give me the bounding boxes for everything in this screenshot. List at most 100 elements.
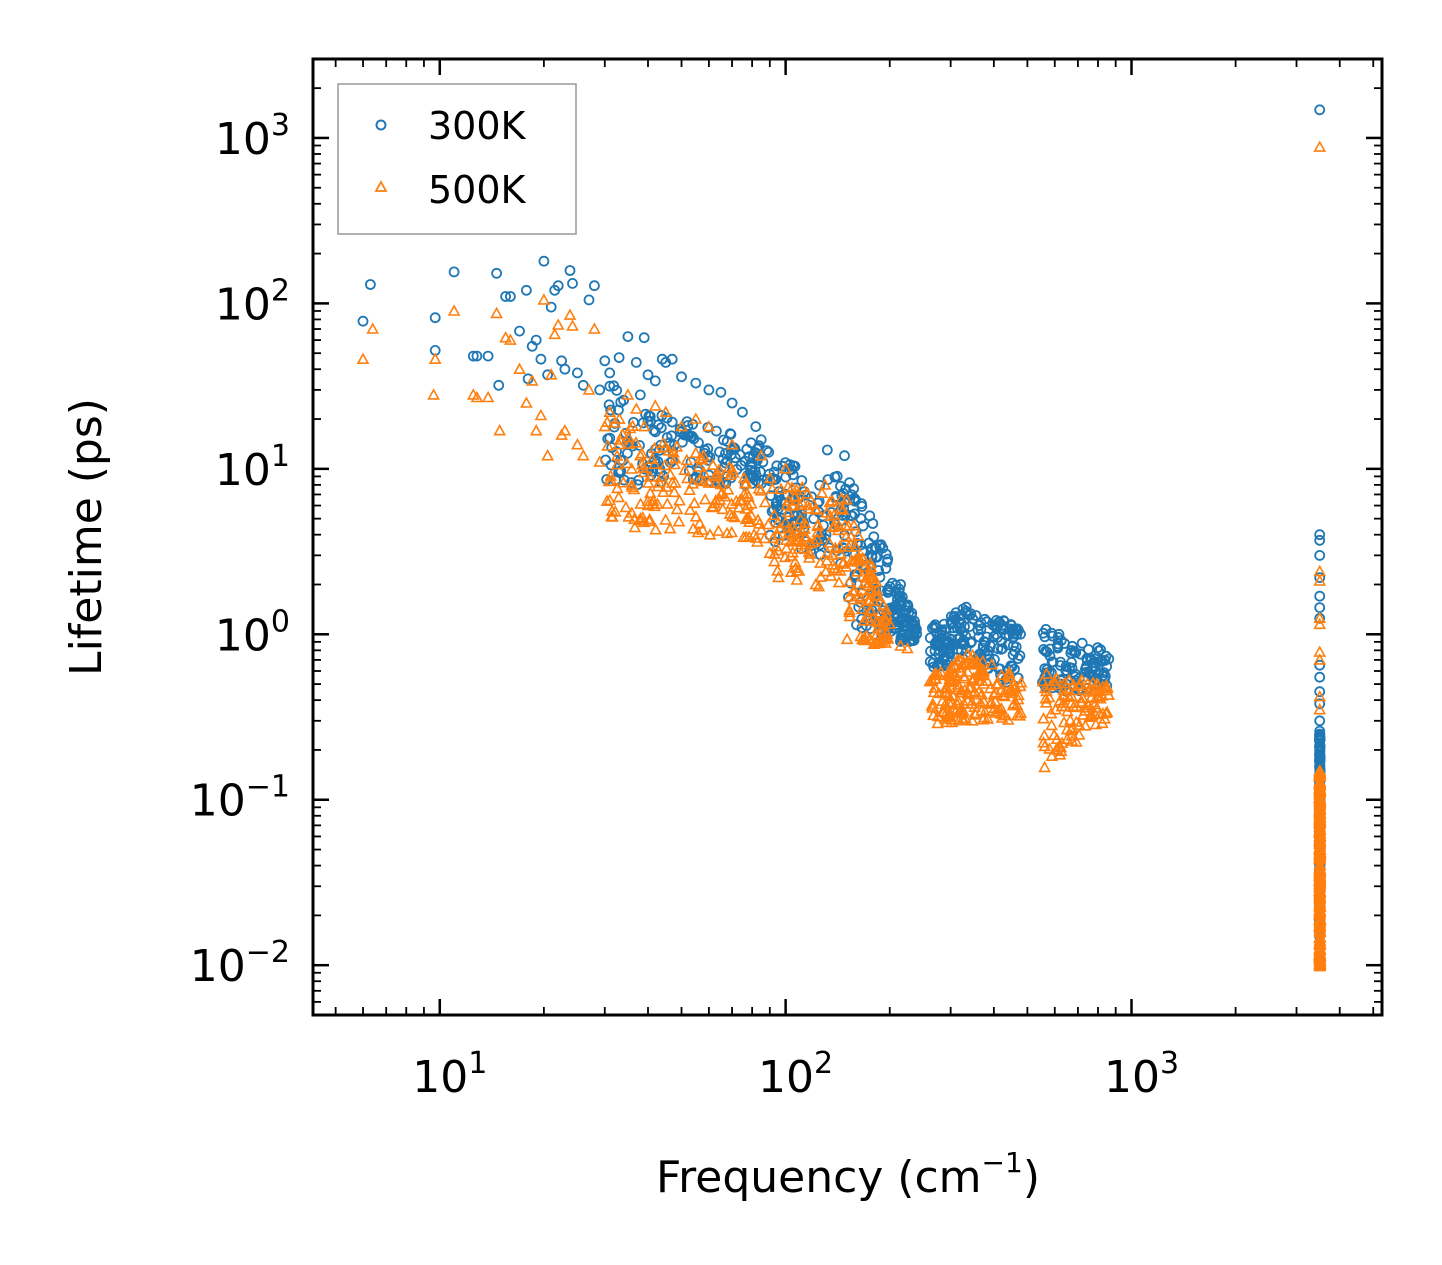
- point-500k-895: [1313, 877, 1327, 889]
- point-300k-588: [963, 610, 975, 621]
- point-500k-79: [693, 472, 707, 485]
- point-300k-1007: [572, 367, 583, 379]
- point-300k-426: [911, 628, 923, 640]
- point-500k-898: [1313, 764, 1326, 776]
- point-500k-594: [1044, 679, 1058, 691]
- point-500k-314: [883, 617, 897, 629]
- point-500k-536: [970, 692, 984, 705]
- point-500k-296: [876, 598, 890, 611]
- point-500k-133: [698, 492, 712, 505]
- point-500k-271: [807, 497, 821, 510]
- point-500k-331: [843, 605, 856, 618]
- point-500k-266: [779, 533, 793, 546]
- point-500k-127: [754, 484, 768, 496]
- point-500k-641: [1058, 688, 1071, 701]
- point-500k-527: [983, 681, 997, 694]
- point-500k-959: [1313, 617, 1327, 630]
- point-300k-432: [889, 601, 900, 612]
- y-tick-label-base: 10: [215, 114, 271, 165]
- point-500k-442: [956, 658, 969, 670]
- point-500k-208: [796, 496, 809, 508]
- point-500k-71: [728, 510, 741, 523]
- point-300k-1008: [577, 379, 589, 391]
- point-500k-161: [727, 466, 740, 478]
- point-300k-614: [1010, 641, 1022, 653]
- point-500k-81: [646, 494, 660, 506]
- point-500k-153: [645, 452, 659, 465]
- point-500k-207: [794, 512, 807, 525]
- point-500k-15: [603, 493, 617, 506]
- point-500k-270: [797, 541, 811, 554]
- y-tick-label-exponent: 0: [271, 604, 290, 639]
- point-500k-57: [673, 494, 686, 506]
- point-300k-996: [530, 334, 542, 346]
- point-300k-437: [896, 599, 907, 610]
- point-500k-920: [537, 293, 551, 305]
- point-300k-1048: [1314, 659, 1326, 671]
- point-500k-284: [847, 593, 861, 605]
- point-300k-998: [538, 255, 550, 267]
- point-500k-933: [593, 455, 607, 467]
- point-300k-615: [979, 613, 991, 625]
- point-300k-596: [1014, 650, 1026, 662]
- point-300k-333: [857, 520, 869, 532]
- point-500k-929: [571, 438, 584, 450]
- point-300k-151: [637, 417, 649, 429]
- point-500k-214: [781, 505, 795, 518]
- point-300k-96: [741, 443, 753, 455]
- point-500k-607: [1042, 690, 1056, 703]
- point-500k-566: [1069, 735, 1083, 747]
- point-500k-437: [946, 674, 960, 686]
- point-500k-922: [544, 368, 558, 380]
- point-500k-480: [966, 714, 979, 726]
- point-500k-61: [697, 474, 711, 487]
- point-500k-225: [826, 558, 840, 570]
- point-500k-532: [1002, 665, 1016, 678]
- point-300k-992: [514, 325, 525, 337]
- point-500k-926: [558, 424, 572, 436]
- point-500k-128: [663, 522, 677, 534]
- point-500k-438: [948, 666, 962, 679]
- legend-label-500k: 500K: [428, 168, 527, 212]
- point-300k-611: [983, 650, 995, 662]
- point-500k-216: [799, 530, 813, 542]
- point-300k-63: [655, 422, 667, 434]
- point-500k-517: [964, 657, 978, 669]
- x-tick-label-exponent: 2: [814, 1046, 833, 1081]
- point-500k-159: [744, 508, 758, 521]
- point-500k-146: [622, 510, 636, 522]
- y-tick-label-exponent: 2: [271, 273, 290, 308]
- point-300k-138: [666, 416, 678, 428]
- point-300k-1053: [1314, 725, 1326, 737]
- point-500k-927: [563, 308, 577, 320]
- point-500k-54: [680, 453, 694, 466]
- point-500k-619: [1050, 732, 1064, 745]
- point-500k-637: [1102, 688, 1116, 701]
- point-300k-1036: [880, 563, 892, 574]
- point-500k-628: [1063, 713, 1077, 726]
- point-500k-122: [670, 502, 684, 515]
- point-500k-254: [789, 561, 803, 574]
- point-300k-270: [771, 496, 783, 507]
- point-500k-102: [622, 430, 635, 443]
- point-500k-183: [766, 531, 780, 544]
- point-500k-180: [771, 528, 785, 541]
- x-tick-label-base: 10: [412, 1052, 468, 1103]
- point-500k-123: [753, 517, 766, 529]
- point-500k-87: [691, 525, 705, 538]
- point-300k-713: [1065, 647, 1077, 659]
- point-500k-409: [926, 697, 940, 709]
- point-500k-550: [1085, 690, 1098, 703]
- point-500k-349: [862, 593, 875, 605]
- point-500k-174: [823, 495, 837, 508]
- legend-box: [337, 83, 577, 235]
- point-500k-358: [872, 615, 885, 628]
- y-tick-label-base: 10: [215, 279, 271, 330]
- point-500k-389: [935, 705, 949, 717]
- point-500k-93: [635, 457, 649, 470]
- point-300k-518: [939, 634, 950, 646]
- point-500k-535: [983, 697, 997, 709]
- point-300k-88: [763, 446, 775, 458]
